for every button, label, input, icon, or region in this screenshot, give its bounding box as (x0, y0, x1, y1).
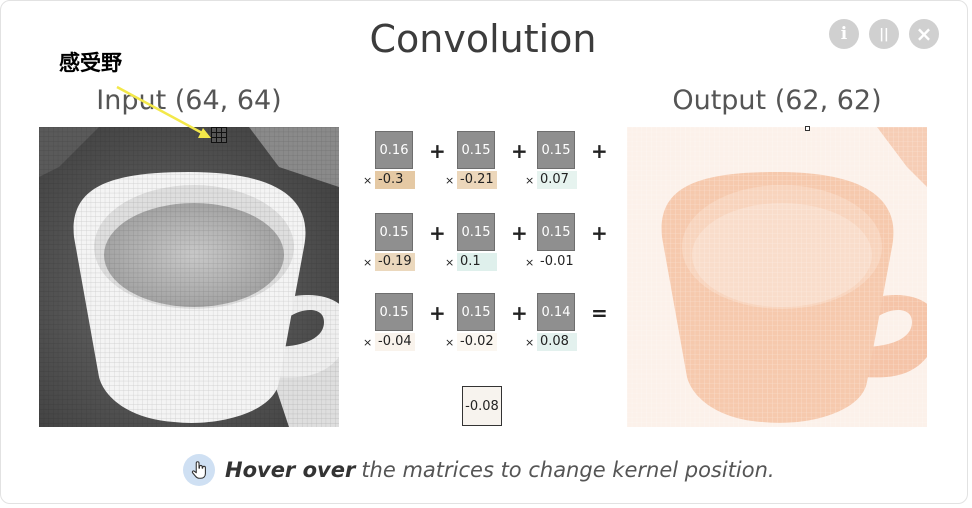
kernel-weight: 0.08 (537, 333, 577, 351)
plus-sign: + (511, 301, 528, 325)
receptive-field-marker[interactable] (211, 127, 227, 143)
multiply-sign: × (525, 173, 535, 187)
pointer-hand-icon (183, 454, 215, 486)
plus-sign: + (511, 221, 528, 245)
kernel-cell[interactable]: 0.15 × -0.02 (445, 293, 497, 351)
kernel-weight: -0.21 (457, 171, 497, 189)
plus-sign: + (591, 139, 608, 163)
multiply-sign: × (445, 173, 455, 187)
kernel-cell[interactable]: 0.15 × -0.19 (363, 213, 415, 271)
receptive-field-annotation: 感受野 (59, 51, 122, 75)
weight-row: × 0.1 (445, 253, 497, 271)
input-pixel-value: 0.15 (457, 131, 495, 169)
equals-sign: = (591, 301, 608, 325)
kernel-cell[interactable]: 0.15 × -0.21 (445, 131, 497, 189)
weight-row: × 0.08 (525, 333, 577, 351)
info-icon: i (840, 24, 848, 44)
input-pixel-value: 0.15 (537, 213, 575, 251)
info-button[interactable]: i (829, 19, 859, 49)
kernel-weight: 0.1 (457, 253, 497, 271)
output-label: Output (62, 62) (672, 85, 882, 116)
plus-sign: + (429, 301, 446, 325)
input-pixel-value: 0.14 (537, 293, 575, 331)
multiply-sign: × (363, 335, 373, 349)
input-image[interactable] (39, 127, 339, 427)
weight-row: × -0.3 (363, 171, 415, 189)
multiply-sign: × (445, 255, 455, 269)
kernel-cell[interactable]: 0.15 × -0.01 (525, 213, 577, 271)
hint-text: Hover over the matrices to change kernel… (183, 454, 775, 486)
plus-sign: + (429, 221, 446, 245)
kernel-cell[interactable]: 0.16 × -0.3 (363, 131, 415, 189)
close-icon: × (915, 22, 933, 46)
multiply-sign: × (445, 335, 455, 349)
pause-button[interactable]: || (869, 19, 899, 49)
kernel-cell[interactable]: 0.14 × 0.08 (525, 293, 577, 351)
kernel-weight: -0.04 (375, 333, 415, 351)
input-pixel-value: 0.15 (375, 293, 413, 331)
input-pixel-value: 0.15 (457, 293, 495, 331)
plus-sign: + (511, 139, 528, 163)
multiply-sign: × (525, 335, 535, 349)
plus-sign: + (591, 221, 608, 245)
hint-rest: the matrices to change kernel position. (361, 458, 775, 482)
kernel-weight: -0.01 (537, 253, 577, 271)
close-button[interactable]: × (909, 19, 939, 49)
kernel-cell[interactable]: 0.15 × 0.1 (445, 213, 497, 271)
multiply-sign: × (525, 255, 535, 269)
weight-row: × 0.07 (525, 171, 577, 189)
input-pixel-value: 0.15 (537, 131, 575, 169)
kernel-weight: 0.07 (537, 171, 577, 189)
weight-row: × -0.01 (525, 253, 577, 271)
input-pixel-value: 0.15 (375, 213, 413, 251)
kernel-weight: -0.3 (375, 171, 415, 189)
multiply-sign: × (363, 173, 373, 187)
input-label: Input (64, 64) (96, 85, 282, 116)
page-title: Convolution (369, 17, 597, 61)
kernel-cell[interactable]: 0.15 × -0.04 (363, 293, 415, 351)
weight-row: × -0.04 (363, 333, 415, 351)
hint-emphasis: Hover over (225, 458, 356, 482)
weight-row: × -0.02 (445, 333, 497, 351)
pause-icon: || (879, 26, 889, 42)
output-image[interactable] (627, 127, 927, 427)
kernel-weight: -0.19 (375, 253, 415, 271)
input-pixel-value: 0.15 (457, 213, 495, 251)
input-pixel-value: 0.16 (375, 131, 413, 169)
kernel-weight: -0.02 (457, 333, 497, 351)
bias-value[interactable]: -0.08 (462, 386, 502, 426)
kernel-cell[interactable]: 0.15 × 0.07 (525, 131, 577, 189)
plus-sign: + (429, 139, 446, 163)
multiply-sign: × (363, 255, 373, 269)
weight-row: × -0.21 (445, 171, 497, 189)
output-position-marker (805, 126, 810, 131)
weight-row: × -0.19 (363, 253, 415, 271)
